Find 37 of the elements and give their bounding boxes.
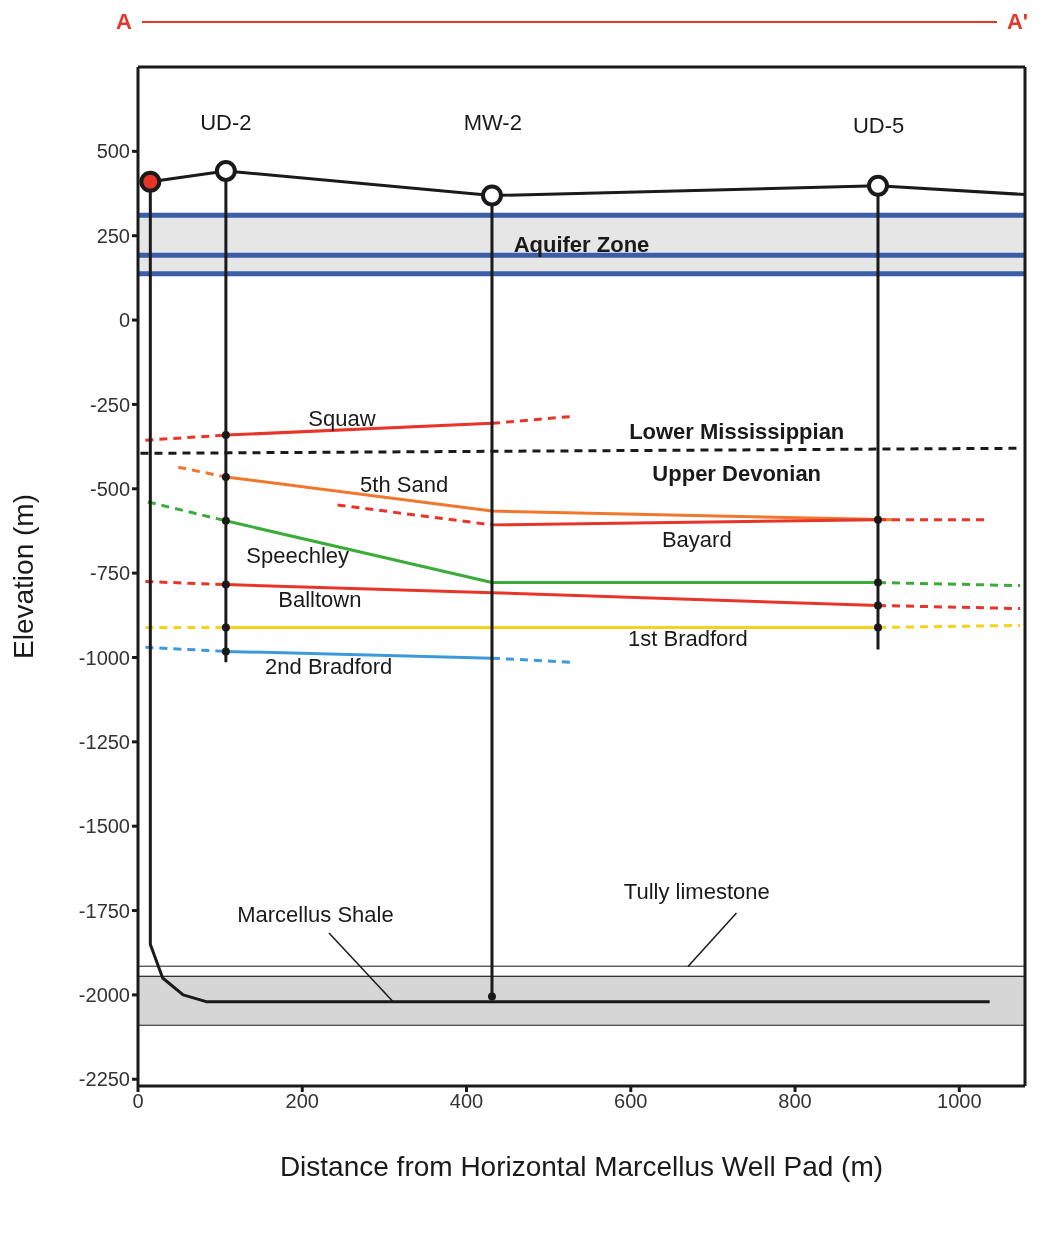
annotation: MW-2 xyxy=(463,110,522,137)
annotation: 2nd Bradford xyxy=(265,654,393,681)
annotation: Lower Mississippian xyxy=(629,418,845,445)
text: A' xyxy=(1006,9,1028,35)
x-axis-title: Distance from Horizontal Marcellus Well Pad (m) xyxy=(279,1151,884,1182)
y-tick-label: -1000 xyxy=(78,646,130,669)
annotation: UD-2 xyxy=(200,110,252,137)
annotation: Squaw xyxy=(308,405,376,432)
x-tick-label: 1000 xyxy=(937,1090,982,1113)
annotation: Bayard xyxy=(661,526,732,553)
annotation: Marcellus Shale xyxy=(237,901,394,928)
annotation: Balltown xyxy=(278,586,362,613)
y-tick-label: -500 xyxy=(89,477,130,500)
annotation: 5th Sand xyxy=(360,471,449,498)
y-tick-label: -2000 xyxy=(78,984,130,1006)
x-tick-label: 200 xyxy=(285,1090,319,1113)
annotation: Speechley xyxy=(246,543,350,570)
y-axis-title: Elevation (m) xyxy=(7,494,39,659)
y-tick-label: 0 xyxy=(118,309,130,332)
y-tick-label: 250 xyxy=(96,224,130,247)
y-tick-label: 500 xyxy=(96,140,130,163)
text: A xyxy=(116,9,132,35)
x-tick-label: 400 xyxy=(449,1090,484,1113)
band-label: Aquifer Zone xyxy=(513,232,650,258)
annotation: 1st Bradford xyxy=(628,625,748,652)
annotation: Upper Devonian xyxy=(652,460,822,487)
y-tick-label: -1750 xyxy=(78,899,130,922)
y-tick-label: -1250 xyxy=(78,730,130,753)
y-tick-label: -250 xyxy=(89,393,130,416)
y-tick-label: -2250 xyxy=(78,1068,130,1091)
annotation: UD-5 xyxy=(852,113,905,140)
y-tick-label: -750 xyxy=(89,562,130,585)
x-tick-label: 600 xyxy=(614,1090,648,1113)
x-tick-label: 800 xyxy=(778,1090,812,1113)
x-tick-label: 0 xyxy=(132,1090,144,1113)
y-tick-label: -1500 xyxy=(78,815,130,838)
annotation: Tully limestone xyxy=(623,879,770,906)
